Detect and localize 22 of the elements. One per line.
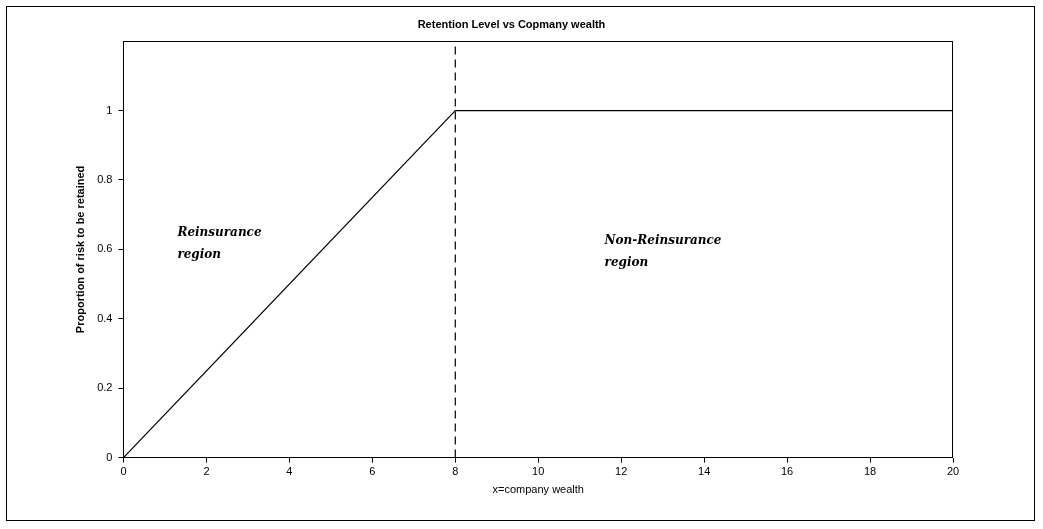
x-tick-label: 16 [780, 465, 794, 478]
y-axis-title: Proportion of risk to be retained [73, 165, 86, 334]
x-tick-label: 4 [286, 465, 293, 478]
y-tick-label: 0.8 [97, 173, 113, 186]
x-tick-label: 8 [452, 465, 459, 478]
x-tick-label: 10 [532, 465, 545, 478]
x-tick-label: 2 [203, 465, 210, 478]
y-tick-label: 0 [106, 450, 113, 463]
x-axis-title: x=company wealth [492, 483, 584, 496]
annotation: Reinsurance region [176, 224, 262, 261]
x-tick-label: 18 [863, 465, 877, 478]
x-tick-label: 20 [946, 465, 960, 478]
y-tick-label: 0.4 [97, 311, 113, 324]
y-tick-label: 0.6 [97, 242, 113, 255]
x-tick-label: 6 [369, 465, 376, 478]
x-tick-label: 12 [615, 465, 628, 478]
annotation: Non-Reinsurance region [603, 233, 722, 270]
chart-title: Retention Level vs Copmany wealth [417, 17, 606, 30]
x-tick-label: 0 [120, 465, 127, 478]
x-tick-label: 14 [698, 465, 711, 478]
y-tick-label: 1 [106, 103, 113, 116]
y-tick-label: 0.2 [97, 381, 113, 394]
